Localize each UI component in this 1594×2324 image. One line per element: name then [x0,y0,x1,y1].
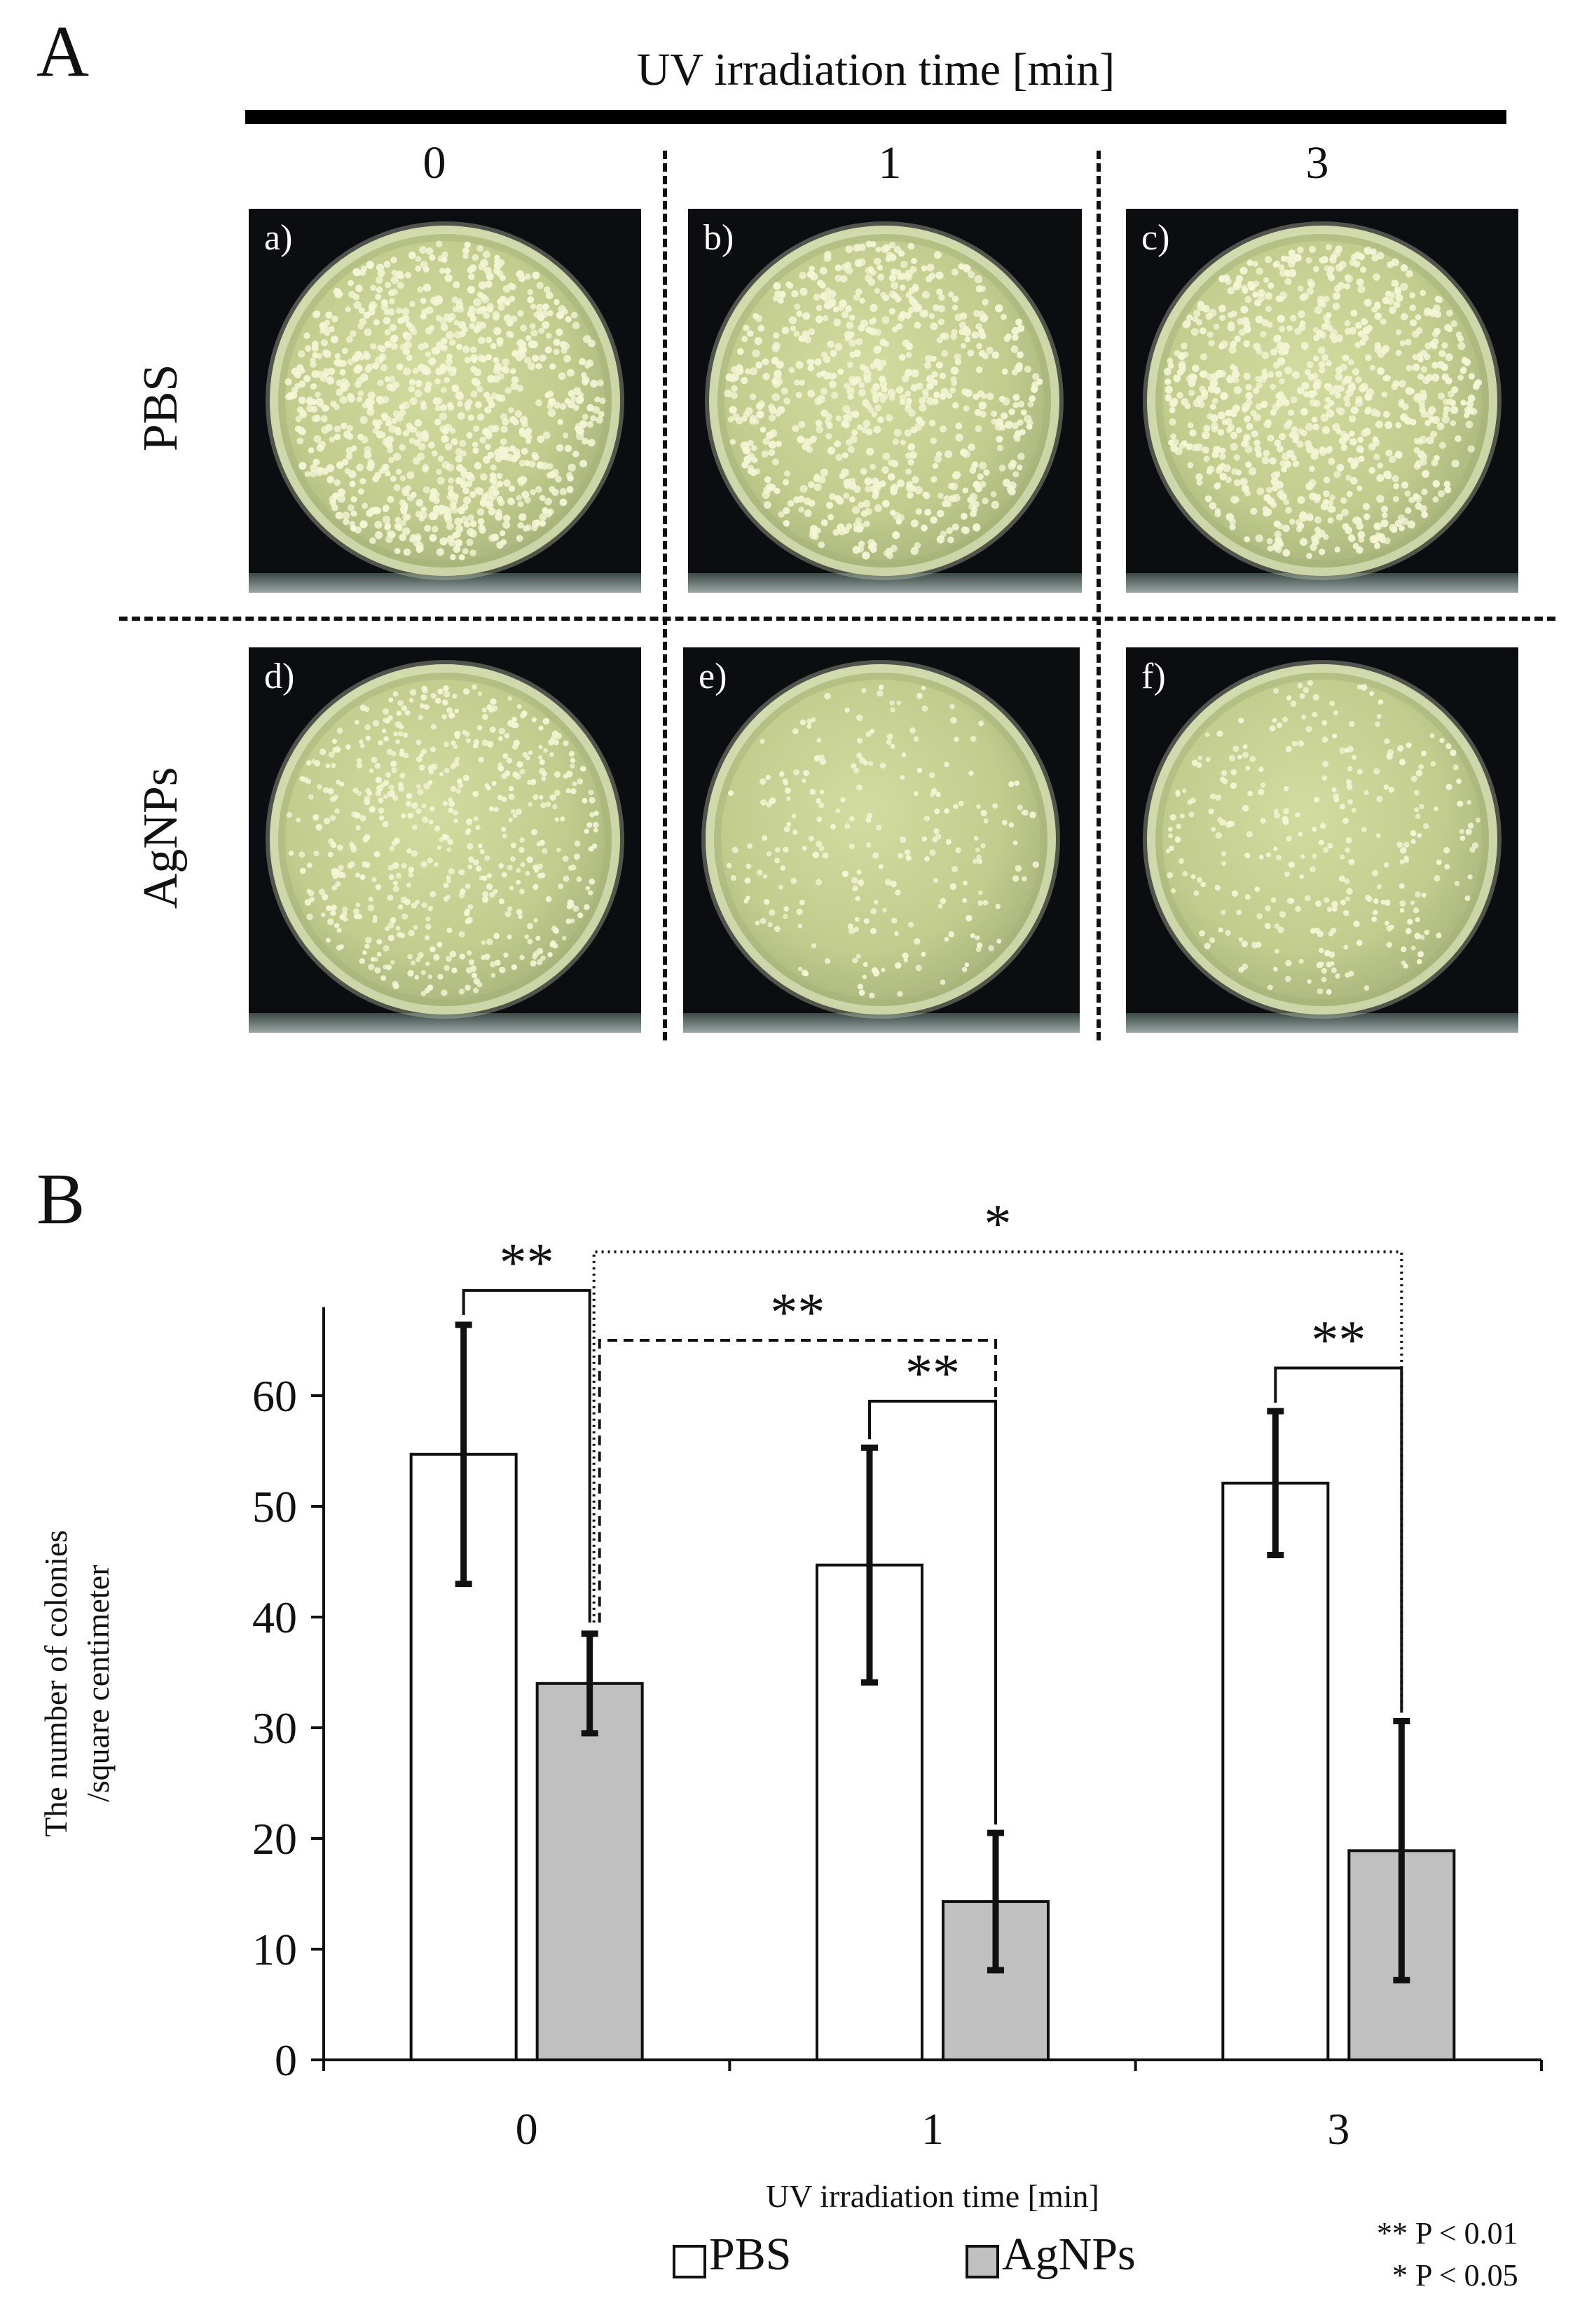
significance-note-p001: ** P < 0.01 [1377,2216,1518,2250]
plate-b-pbs-1min: b) [688,209,1082,593]
plate-a-pbs-0min: a) [249,209,641,593]
column-header-0: 0 [422,137,446,188]
plate-label: e) [699,656,727,696]
plate-c-pbs-3min: c) [1126,209,1518,593]
petri-dish [1147,664,1497,1015]
column-header-1: 1 [878,137,902,188]
x-axis-title: UV irradiation time [min] [766,2178,1099,2214]
significance-note-p005: * P < 0.05 [1392,2258,1518,2292]
x-tick-label: 1 [921,2104,944,2154]
colony-dots [1165,680,1480,995]
uv-header-rule [245,110,1506,124]
y-axis-title-line: /square centimeter [80,1565,116,1802]
significance-bracket-agnps-0-vs-3 [592,1250,1403,1712]
bar-agnps-0 [535,1682,644,2062]
significance-bracket-0min [462,1288,591,1623]
significance-bracket-agnps-0-vs-1-label: ** [770,1281,825,1342]
plate-label: a) [264,218,293,258]
y-tick-label: 50 [252,1482,297,1532]
plate-shelf [249,573,641,593]
y-tick-label: 30 [252,1703,297,1753]
plate-shelf [1126,1013,1518,1033]
panel-b-letter: B [36,1159,85,1239]
plate-label: b) [703,218,734,258]
plate-shelf [249,1013,641,1033]
uv-time-header: UV irradiation time [min] [636,44,1115,95]
column-header-3: 3 [1305,137,1329,188]
plate-label: c) [1141,218,1170,258]
significance-bracket-1min-label: ** [905,1342,960,1403]
petri-dish [1147,226,1497,576]
x-tick-label: 3 [1327,2104,1349,2154]
row-separator [119,617,1555,621]
column-separator-2 [1097,151,1101,1040]
legend-label-pbs: PBS [709,2229,792,2280]
y-tick-label: 20 [252,1814,297,1864]
significance-bracket-agnps-0-vs-1 [598,1339,997,1824]
plate-d-agnps-0min: d) [249,647,641,1033]
legend-swatch-agnps [966,2245,999,2278]
legend-label-agnps: AgNPs [1002,2229,1136,2280]
petri-dish [709,226,1059,576]
y-tick-label: 10 [252,1925,297,1974]
significance-bracket-3min-label: ** [1311,1309,1366,1370]
plate-label: f) [1141,656,1166,696]
plate-shelf [1126,573,1518,593]
colony-dots [1163,244,1483,559]
bar-pbs-3 [1221,1481,1330,2062]
y-tick-label: 0 [275,2035,297,2085]
colony-dots [284,240,606,561]
colony-dots [724,240,1043,560]
petri-dish [270,226,620,576]
plate-shelf [688,573,1082,593]
plate-f-agnps-3min: f) [1126,647,1518,1033]
panel-a-letter: A [36,11,90,92]
significance-bracket-3min [1274,1366,1403,1713]
significance-bracket-0min-label: ** [500,1232,554,1293]
legend-swatch-pbs [673,2245,706,2278]
petri-dish [270,664,620,1015]
petri-dish [706,664,1056,1015]
x-tick-label: 0 [516,2104,538,2154]
plate-label: d) [264,656,295,696]
y-axis-title: The number of colonies/square centimeter [38,1530,116,1837]
column-separator-1 [663,151,667,1040]
significance-bracket-agnps-0-vs-3-label: * [984,1193,1012,1254]
plate-e-agnps-1min: e) [683,647,1080,1033]
y-axis-title-line: The number of colonies [38,1530,74,1837]
y-tick-label: 40 [252,1593,297,1642]
bar-pbs-0 [409,1452,518,2061]
colony-dots [726,685,1040,999]
y-tick-label: 60 [252,1371,297,1421]
plate-shelf [683,1013,1080,1033]
colony-dots [286,684,599,996]
